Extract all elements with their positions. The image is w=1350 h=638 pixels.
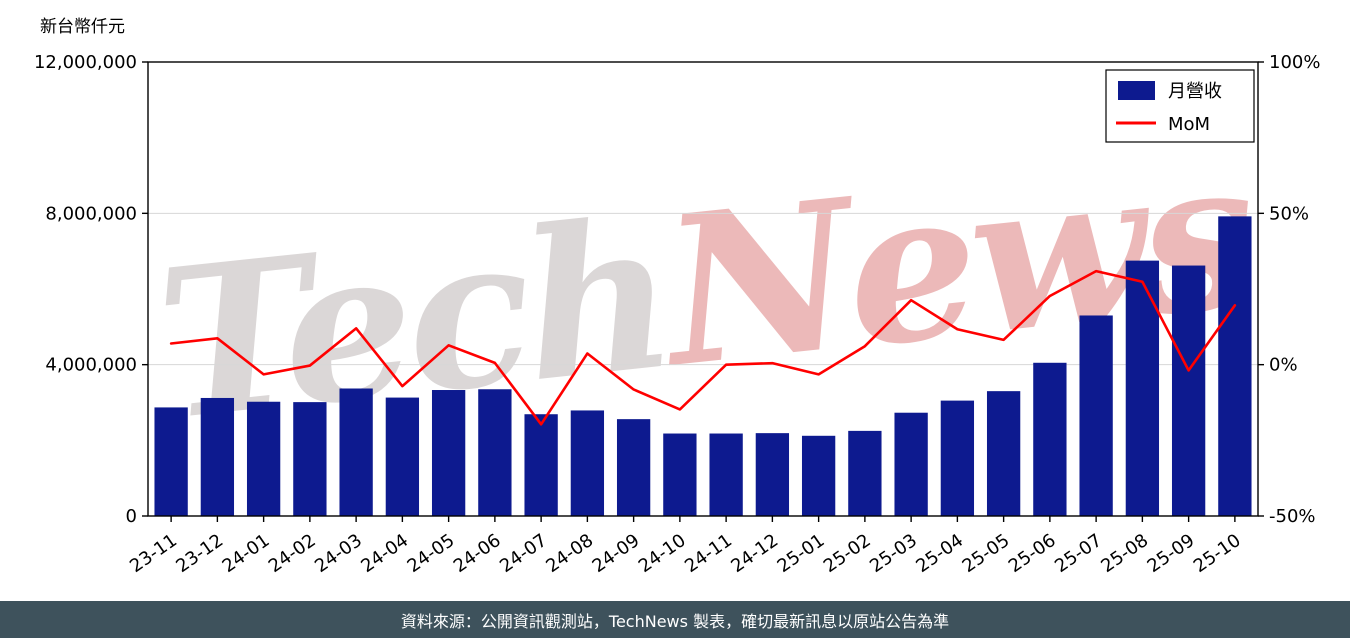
bar-24-01 [246, 401, 281, 516]
x-tick-label: 23-11 [126, 530, 181, 577]
plot-frame [147, 61, 1259, 517]
left-tick-label: 4,000,000 [45, 355, 137, 376]
left-tick-label: 8,000,000 [45, 203, 137, 224]
x-tick-label: 25-10 [1190, 530, 1245, 577]
bar-25-03 [894, 412, 928, 516]
x-tick-label: 24-06 [450, 530, 505, 577]
bar-24-08 [570, 410, 605, 516]
bar-24-07 [524, 414, 558, 516]
legend-bar-swatch [1118, 81, 1155, 100]
x-tick-label: 24-01 [219, 530, 274, 577]
bar-25-05 [986, 391, 1021, 516]
bar-25-06 [1033, 362, 1067, 516]
x-tick-label: 24-04 [357, 530, 412, 577]
bar-23-11 [154, 407, 188, 516]
footer-text: 資料來源：公開資訊觀測站，TechNews 製表，確切最新訊息以原站公告為準 [400, 611, 950, 631]
bar-25-10 [1218, 216, 1252, 517]
bar-24-04 [385, 397, 420, 516]
x-tick-label: 25-06 [1005, 530, 1060, 577]
legend-bar-label: 月營收 [1168, 81, 1222, 102]
right-tick-label: -50% [1269, 506, 1316, 527]
bar-24-09 [616, 419, 651, 516]
bar-24-02 [293, 402, 327, 516]
x-tick-label: 25-03 [866, 530, 921, 577]
x-tick-label: 25-08 [1097, 530, 1152, 577]
bar-25-08 [1125, 260, 1160, 516]
source-footer: 資料來源：公開資訊觀測站，TechNews 製表，確切最新訊息以原站公告為準 [0, 601, 1350, 638]
bar-23-12 [200, 397, 235, 516]
x-axis: 23-1123-1224-0124-0224-0324-0424-0524-06… [126, 516, 1245, 577]
x-tick-label: 24-09 [589, 530, 644, 577]
right-tick-label: 0% [1269, 355, 1298, 376]
bar-24-03 [339, 388, 373, 516]
x-tick-label: 25-05 [959, 530, 1014, 577]
legend-mom-label: MoM [1168, 114, 1210, 135]
bar-24-11 [709, 433, 743, 516]
bar-24-06 [478, 389, 512, 516]
right-tick-label: 50% [1269, 203, 1309, 224]
x-tick-label: 25-04 [912, 530, 967, 577]
bar-25-04 [940, 400, 975, 516]
x-tick-label: 24-07 [496, 530, 551, 577]
bar-25-02 [848, 430, 882, 516]
x-tick-label: 24-05 [404, 530, 459, 577]
bar-24-10 [663, 433, 697, 516]
left-axis: 0 4,000,000 8,000,000 12,000,000 [34, 52, 148, 527]
x-tick-label: 24-12 [727, 530, 782, 577]
chart-area: Tech News 0 4,000,000 8,000,000 12,000,000 -5… [34, 17, 1321, 577]
bar-24-05 [431, 390, 466, 516]
right-tick-label: 100% [1269, 52, 1320, 73]
mom-line [169, 269, 1237, 426]
x-tick-label: 24-10 [635, 530, 690, 577]
right-axis: -50% 0% 50% 100% [1258, 52, 1320, 527]
x-tick-label: 24-08 [542, 530, 597, 577]
left-axis-title: 新台幣仟元 [40, 17, 125, 37]
revenue-bars [154, 216, 1252, 517]
bar-24-12 [755, 433, 790, 516]
gridlines [148, 212, 1258, 366]
left-tick-label: 0 [126, 506, 137, 527]
x-tick-label: 25-09 [1144, 530, 1199, 577]
x-tick-label: 24-02 [265, 530, 320, 577]
x-tick-label: 24-03 [311, 530, 366, 577]
legend: 月營收 MoM [1105, 69, 1255, 143]
x-tick-label: 24-11 [681, 530, 736, 577]
x-tick-label: 25-01 [774, 530, 829, 577]
x-tick-label: 23-12 [172, 530, 227, 577]
bar-25-01 [801, 435, 836, 516]
bar-25-07 [1079, 315, 1113, 516]
left-tick-label: 12,000,000 [34, 52, 137, 73]
x-tick-label: 25-07 [1051, 530, 1106, 577]
bar-25-09 [1171, 265, 1206, 516]
combo-chart-svg: 0 4,000,000 8,000,000 12,000,000 -50% 0% 50% 10… [34, 52, 1321, 577]
x-tick-label: 25-02 [820, 530, 875, 577]
